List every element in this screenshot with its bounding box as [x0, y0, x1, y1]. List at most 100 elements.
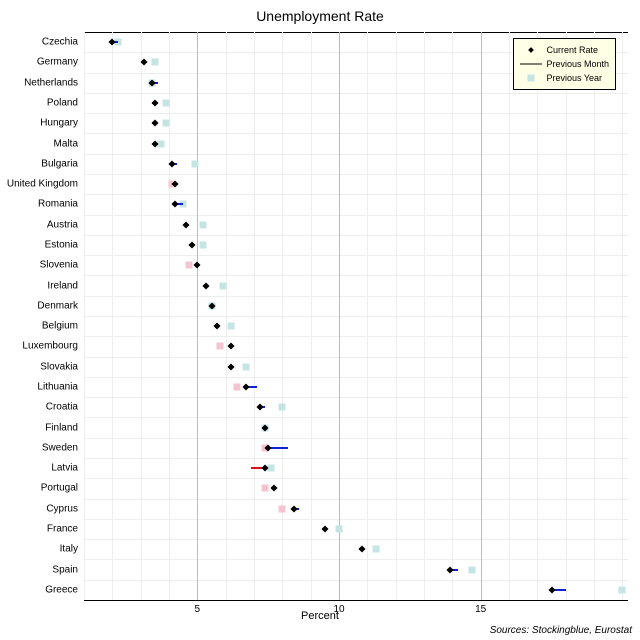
y-tick-label: Ireland	[47, 280, 84, 291]
prev-year-marker	[228, 323, 235, 330]
grid-h	[84, 296, 628, 297]
legend-current: Current Rate	[520, 43, 609, 57]
grid-v-minor	[254, 32, 255, 600]
prev-year-marker	[217, 343, 224, 350]
current-rate-marker	[214, 323, 221, 330]
prev-year-marker	[234, 384, 241, 391]
prev-year-marker	[219, 282, 226, 289]
prev-year-marker	[191, 160, 198, 167]
legend-current-label: Current Rate	[546, 45, 598, 55]
grid-v-minor	[537, 32, 538, 600]
current-rate-marker	[290, 505, 297, 512]
y-tick-label: Austria	[47, 219, 84, 230]
grid-v-minor	[84, 32, 85, 600]
current-rate-marker	[270, 485, 277, 492]
y-tick-label: Hungary	[40, 118, 84, 129]
current-rate-marker	[256, 404, 263, 411]
grid-v-minor	[594, 32, 595, 600]
y-tick-label: Luxembourg	[22, 341, 84, 352]
grid-v-minor	[282, 32, 283, 600]
grid-v-minor	[566, 32, 567, 600]
sources-text: Sources: Stockingblue, Eurostat	[490, 625, 632, 636]
y-tick-label: Italy	[60, 544, 84, 555]
y-tick-label: Romania	[38, 199, 84, 210]
grid-v-minor	[509, 32, 510, 600]
current-rate-marker	[548, 586, 555, 593]
grid-v-minor	[112, 32, 113, 600]
prev-year-marker	[619, 586, 626, 593]
grid-h	[84, 458, 628, 459]
grid-h	[84, 113, 628, 114]
y-tick-label: Denmark	[37, 300, 84, 311]
grid-h	[84, 336, 628, 337]
legend-current-swatch	[520, 43, 542, 57]
prev-year-marker	[163, 120, 170, 127]
legend-prev-month: Previous Month	[520, 57, 609, 71]
prev-year-marker	[242, 363, 249, 370]
grid-h	[84, 478, 628, 479]
current-rate-marker	[188, 241, 195, 248]
plot-area: 51015CzechiaGermanyNetherlandsPolandHung…	[84, 32, 628, 600]
grid-h	[84, 194, 628, 195]
grid-v-major	[481, 32, 482, 600]
grid-h	[84, 519, 628, 520]
prev-year-marker	[469, 566, 476, 573]
prev-year-marker	[200, 221, 207, 228]
prev-year-marker	[200, 242, 207, 249]
grid-h	[84, 316, 628, 317]
legend-prev-year: Previous Year	[520, 71, 609, 85]
y-tick-label: Spain	[52, 564, 84, 575]
y-tick-label: Bulgaria	[41, 158, 84, 169]
y-tick-label: Slovakia	[40, 361, 84, 372]
prev-year-marker	[279, 505, 286, 512]
grid-h	[84, 154, 628, 155]
y-tick-label: Czechia	[42, 37, 84, 48]
grid-h	[84, 357, 628, 358]
current-rate-marker	[228, 343, 235, 350]
y-tick-label: Lithuania	[37, 382, 84, 393]
grid-v-minor	[226, 32, 227, 600]
grid-h	[84, 215, 628, 216]
prev-year-marker	[279, 404, 286, 411]
grid-h	[84, 255, 628, 256]
grid-h	[84, 499, 628, 500]
prev-year-marker	[372, 546, 379, 553]
current-rate-marker	[151, 120, 158, 127]
y-tick-label: United Kingdom	[7, 179, 84, 190]
plot-border-bottom	[84, 600, 628, 601]
current-rate-marker	[202, 282, 209, 289]
legend-prev-month-label: Previous Month	[546, 59, 609, 69]
grid-v-minor	[141, 32, 142, 600]
grid-v-minor	[424, 32, 425, 600]
current-rate-marker	[358, 546, 365, 553]
plot-border-top	[84, 32, 628, 33]
legend-prev-year-swatch	[520, 71, 542, 85]
grid-h	[84, 438, 628, 439]
current-rate-marker	[194, 262, 201, 269]
x-axis-label: Percent	[0, 610, 640, 622]
legend-prev-month-swatch	[520, 57, 542, 71]
current-rate-marker	[228, 363, 235, 370]
grid-h	[84, 235, 628, 236]
grid-v-minor	[169, 32, 170, 600]
plot-wrap: 51015CzechiaGermanyNetherlandsPolandHung…	[0, 32, 640, 600]
grid-h	[84, 397, 628, 398]
prev-year-marker	[163, 100, 170, 107]
legend: Current Rate Previous Month Previous Year	[513, 38, 616, 90]
y-tick-label: Finland	[45, 422, 84, 433]
y-tick-label: Greece	[45, 584, 84, 595]
current-rate-marker	[321, 525, 328, 532]
chart-title: Unemployment Rate	[0, 8, 640, 24]
current-rate-marker	[242, 383, 249, 390]
grid-h	[84, 174, 628, 175]
grid-h	[84, 93, 628, 94]
y-tick-label: France	[47, 524, 84, 535]
y-tick-label: Cyprus	[46, 503, 84, 514]
grid-v-minor	[622, 32, 623, 600]
prev-year-marker	[185, 262, 192, 269]
y-tick-label: Poland	[47, 98, 84, 109]
grid-v-minor	[367, 32, 368, 600]
grid-v-minor	[452, 32, 453, 600]
y-tick-label: Portugal	[41, 483, 84, 494]
prev-year-marker	[336, 526, 343, 533]
